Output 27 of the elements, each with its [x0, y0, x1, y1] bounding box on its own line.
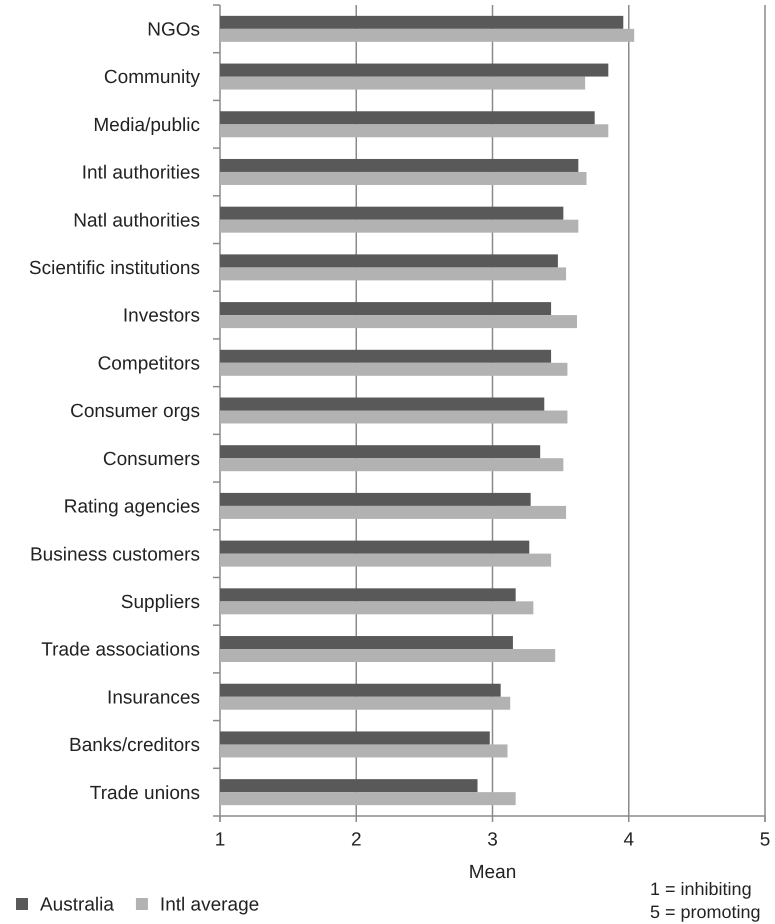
y-tick-label: Investors: [122, 306, 200, 327]
y-tick-label: Insurances: [107, 687, 200, 708]
y-tick-label: Business customers: [30, 544, 200, 566]
y-tick-label: NGOs: [147, 20, 200, 41]
text: 1 = inhibiting: [650, 879, 752, 899]
y-tick-label: Natl authorities: [73, 210, 200, 232]
y-tick-label: Community: [104, 67, 200, 88]
y-tick-label: Trade unions: [90, 782, 200, 804]
y-tick-label: Trade associations: [41, 640, 200, 661]
y-tick-label: Competitors: [98, 353, 200, 374]
y-tick-label: Media/public: [93, 114, 200, 136]
x-tick-label: 5: [760, 829, 770, 850]
x-tick-label: 4: [623, 829, 634, 850]
x-tick-label: 1: [214, 829, 226, 850]
y-tick-label: Suppliers: [120, 592, 200, 613]
x-tick-label: 2: [350, 829, 362, 850]
y-tick-label: Scientific institutions: [28, 258, 200, 280]
x-tick-label: 3: [487, 829, 498, 850]
y-tick-label: Consumer orgs: [70, 401, 200, 422]
text: 5 = promoting: [650, 902, 761, 922]
y-tick-label: Rating agencies: [64, 496, 200, 518]
y-tick-label: Consumers: [102, 448, 200, 470]
y-tick-label: Intl authorities: [82, 162, 200, 184]
x-axis-title: Mean: [468, 862, 516, 883]
legend-label: Intl average: [160, 894, 260, 916]
legend-label: Australia: [40, 894, 114, 916]
y-tick-label: Banks/creditors: [69, 735, 200, 756]
